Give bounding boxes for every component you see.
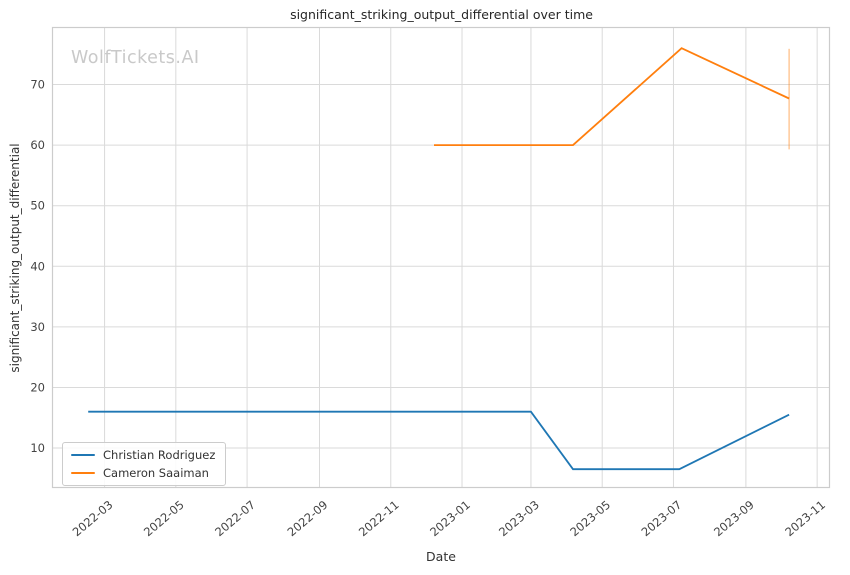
x-tick-label: 2022-07 xyxy=(212,498,258,540)
watermark: WolfTickets.AI xyxy=(71,48,200,68)
x-tick-label: 2023-03 xyxy=(496,498,542,540)
y-axis-label: significant_striking_output_differential xyxy=(8,143,22,373)
y-tick-label: 50 xyxy=(30,199,45,213)
series-line xyxy=(434,47,790,147)
legend-item: Cameron Saaiman xyxy=(71,466,215,480)
y-tick-label: 30 xyxy=(30,320,45,334)
plot-border xyxy=(51,26,831,489)
x-tick-label: 2023-09 xyxy=(711,498,757,540)
legend-item: Christian Rodriguez xyxy=(71,448,215,462)
x-tick-label: 2022-05 xyxy=(141,498,187,540)
legend: Christian Rodriguez Cameron Saaiman xyxy=(62,442,227,486)
legend-label: Christian Rodriguez xyxy=(103,448,216,462)
y-tick-label: 60 xyxy=(30,138,45,152)
x-tick-label: 2023-11 xyxy=(782,498,828,540)
y-tick-label: 10 xyxy=(30,441,45,455)
legend-label: Cameron Saaiman xyxy=(103,466,209,480)
y-tick-label: 20 xyxy=(30,380,45,394)
x-tick-label: 2022-09 xyxy=(285,498,331,540)
legend-line-swatch xyxy=(71,454,95,456)
x-tick-label: 2022-11 xyxy=(356,498,402,540)
x-tick-label: 2022-03 xyxy=(70,498,116,540)
x-axis-label: Date xyxy=(426,549,456,564)
chart-title: significant_striking_output_differential… xyxy=(290,7,593,22)
y-tick-label: 70 xyxy=(30,78,45,92)
series-line xyxy=(88,410,790,471)
y-tick-label: 40 xyxy=(30,259,45,273)
x-tick-label: 2023-05 xyxy=(567,498,613,540)
legend-line-swatch xyxy=(71,472,95,474)
x-tick-label: 2023-07 xyxy=(639,498,685,540)
x-tick-label: 2023-01 xyxy=(427,498,473,540)
